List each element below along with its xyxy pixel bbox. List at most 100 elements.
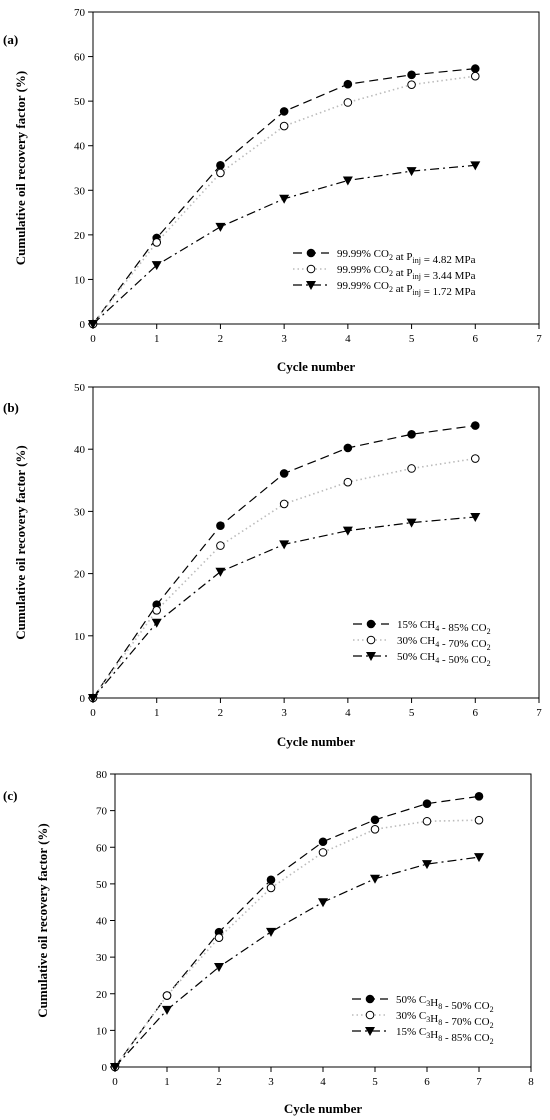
legend-marker — [366, 635, 376, 645]
data-point — [151, 261, 162, 271]
data-point — [343, 443, 353, 453]
panel-label: (c) — [3, 788, 17, 803]
y-tick-label: 30 — [74, 185, 86, 197]
data-point — [88, 694, 98, 703]
legend-label: 99.99% CO2 at Pinj = 1.72 MPa — [337, 280, 476, 298]
data-point — [162, 991, 172, 1000]
data-point — [215, 222, 226, 232]
plot-frame — [92, 11, 540, 325]
x-axis-title: Cycle number — [277, 359, 356, 374]
x-tick-label: 0 — [90, 707, 96, 719]
series-1 — [110, 792, 484, 1072]
y-tick-label: 70 — [96, 806, 108, 818]
y-tick-label: 60 — [96, 842, 108, 854]
y-tick-label: 50 — [74, 382, 86, 394]
data-point — [152, 238, 162, 247]
data-point — [266, 927, 276, 937]
data-point — [216, 161, 225, 170]
data-point — [370, 815, 380, 825]
data-point — [470, 71, 480, 81]
data-point — [342, 176, 353, 186]
data-point — [318, 848, 328, 857]
data-point — [470, 64, 480, 73]
y-tick-label: 10 — [74, 274, 86, 286]
data-point — [266, 883, 276, 893]
series-2 — [110, 815, 484, 1072]
x-tick-label: 7 — [536, 333, 542, 345]
y-tick-label: 10 — [96, 1025, 108, 1037]
data-point — [88, 320, 98, 329]
legend-marker — [306, 281, 316, 290]
data-point — [406, 518, 417, 528]
data-point — [407, 70, 416, 80]
data-point — [318, 837, 328, 847]
data-point — [216, 168, 225, 178]
y-axis-title: Cumulative oil recovery factor (%) — [13, 445, 28, 639]
data-point — [422, 816, 432, 826]
y-tick-label: 40 — [74, 444, 86, 456]
x-tick-label: 3 — [281, 333, 287, 345]
y-tick-label: 10 — [74, 631, 86, 643]
y-tick-label: 20 — [74, 569, 86, 581]
legend-label: 50% C3H8 - 50% CO2 — [396, 994, 494, 1014]
legend-label: 30% C3H8 - 70% CO2 — [396, 1010, 494, 1030]
legend-marker — [365, 994, 375, 1004]
panel-label: (b) — [3, 400, 19, 415]
data-point — [279, 540, 290, 550]
legend-label: 15% CH4 - 85% CO2 — [397, 619, 491, 636]
data-point — [215, 567, 226, 577]
y-tick-label: 0 — [80, 319, 86, 331]
data-point — [266, 875, 276, 885]
x-tick-label: 6 — [473, 333, 479, 345]
chart-panel-b: 0 1 2 3 4 5 6 7 0 10 20 30 40 50 Cycle number Cumulativ… — [3, 382, 542, 749]
x-tick-label: 0 — [112, 1076, 118, 1088]
data-point — [406, 167, 417, 177]
x-tick-label: 4 — [320, 1076, 326, 1088]
data-point — [407, 429, 416, 439]
y-axis-title: Cumulative oil recovery factor (%) — [13, 71, 28, 265]
data-point — [216, 521, 225, 531]
x-tick-label: 4 — [345, 333, 351, 345]
data-point — [162, 1005, 172, 1015]
data-point — [474, 853, 484, 863]
series-line — [114, 819, 480, 1068]
x-tick-label: 6 — [424, 1076, 430, 1088]
legend-label: 99.99% CO2 at Pinj = 4.82 MPa — [337, 248, 476, 266]
data-point — [474, 815, 484, 825]
legend-marker — [306, 248, 316, 258]
data-point — [214, 963, 224, 973]
y-tick-label: 50 — [96, 879, 108, 891]
legend-marker — [365, 1010, 375, 1020]
x-axis-title: Cycle number — [284, 1101, 363, 1116]
x-tick-label: 5 — [409, 333, 415, 345]
y-tick-label: 30 — [74, 506, 86, 518]
y-tick-label: 60 — [74, 52, 86, 64]
series-2 — [88, 454, 480, 703]
data-point — [422, 799, 432, 808]
data-point — [279, 107, 289, 116]
data-point — [343, 477, 353, 487]
series-line — [114, 795, 480, 1068]
data-point — [110, 1063, 120, 1072]
y-tick-label: 0 — [80, 693, 86, 705]
data-point — [343, 98, 353, 107]
x-axis-title: Cycle number — [277, 734, 356, 749]
series-3 — [88, 161, 481, 329]
y-tick-label: 20 — [74, 230, 86, 242]
series-line — [92, 164, 476, 325]
y-tick-label: 70 — [74, 7, 86, 19]
series-2 — [88, 71, 480, 329]
x-tick-label: 2 — [218, 707, 224, 719]
legend-marker — [365, 1027, 375, 1036]
data-point — [152, 605, 162, 615]
series-3 — [110, 853, 484, 1072]
data-point — [470, 512, 481, 522]
y-axis-title: Cumulative oil recovery factor (%) — [35, 823, 50, 1017]
data-point — [279, 194, 290, 204]
data-point — [279, 121, 289, 131]
y-tick-label: 30 — [96, 952, 108, 964]
data-point — [279, 469, 289, 478]
x-tick-label: 8 — [528, 1076, 534, 1088]
